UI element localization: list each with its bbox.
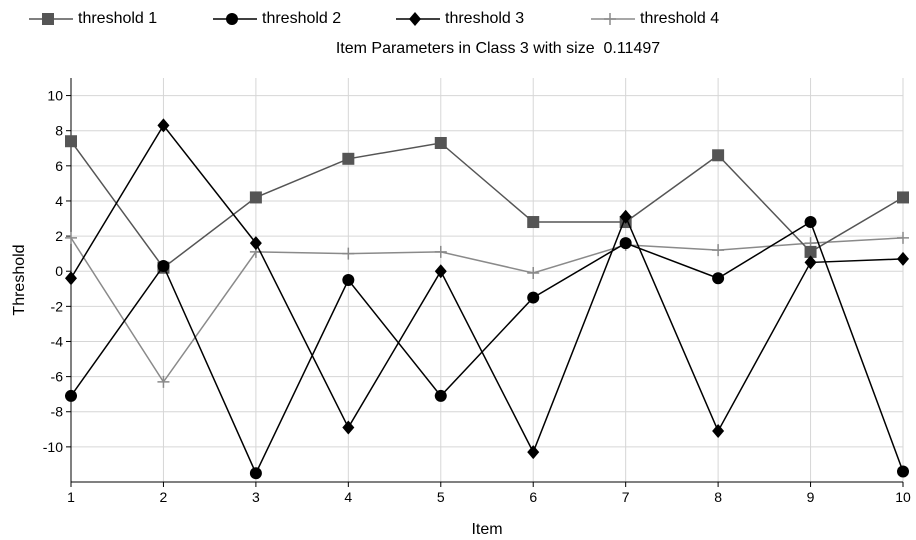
legend-swatch bbox=[29, 13, 73, 25]
y-tick-label: 6 bbox=[55, 158, 63, 174]
threshold-3-point bbox=[804, 255, 817, 270]
threshold-1-point bbox=[712, 149, 725, 162]
threshold-1-point bbox=[434, 136, 447, 149]
legend-label: threshold 3 bbox=[445, 10, 525, 27]
legend-item: threshold 1 bbox=[28, 6, 157, 32]
threshold-2-point bbox=[65, 389, 77, 402]
threshold-3-point bbox=[619, 209, 632, 224]
x-tick-label: 10 bbox=[895, 489, 911, 505]
threshold-4-point bbox=[712, 244, 725, 257]
legend-label: threshold 1 bbox=[78, 10, 158, 27]
threshold-3-point bbox=[897, 251, 909, 266]
threshold-4-point bbox=[157, 375, 170, 388]
threshold-2-point bbox=[619, 237, 632, 250]
x-axis-title: Item bbox=[471, 521, 502, 538]
threshold-2-point bbox=[249, 467, 262, 480]
legend: threshold 1 threshold 2 threshold 3 thresho… bbox=[0, 0, 916, 36]
threshold-3-point bbox=[434, 264, 447, 279]
threshold-2-point bbox=[897, 465, 909, 478]
threshold-2-line bbox=[70, 220, 904, 476]
x-tick-label: 7 bbox=[622, 489, 630, 505]
threshold-1-point bbox=[804, 245, 817, 258]
x-tick-label: 6 bbox=[529, 489, 537, 505]
threshold-3-point bbox=[712, 424, 725, 439]
threshold-2-point bbox=[342, 274, 355, 286]
threshold-2-point bbox=[804, 216, 817, 229]
threshold-2-point bbox=[434, 389, 447, 402]
x-tick-label: 1 bbox=[67, 489, 75, 505]
y-tick-label: 0 bbox=[55, 263, 63, 279]
threshold-3-point bbox=[157, 118, 170, 133]
y-tick-label: 10 bbox=[47, 88, 63, 104]
threshold-1-point bbox=[342, 152, 355, 165]
y-tick-label: 4 bbox=[55, 193, 63, 209]
threshold-2-point bbox=[527, 291, 540, 304]
threshold-1-line bbox=[70, 140, 904, 269]
legend-swatch bbox=[591, 13, 635, 25]
legend-marker bbox=[226, 13, 238, 25]
legend-swatch bbox=[213, 13, 257, 25]
threshold-2-point bbox=[712, 272, 725, 285]
y-tick-label: -2 bbox=[51, 298, 64, 314]
legend-label: threshold 4 bbox=[640, 10, 720, 27]
x-tick-label: 2 bbox=[160, 489, 168, 505]
threshold-3-point bbox=[249, 236, 262, 251]
x-tick-label: 9 bbox=[807, 489, 815, 505]
x-tick-label: 5 bbox=[437, 489, 445, 505]
threshold-3-point bbox=[65, 271, 77, 286]
threshold-4-point bbox=[434, 245, 447, 258]
legend-swatch bbox=[396, 12, 440, 26]
y-tick-label: -4 bbox=[51, 333, 64, 349]
threshold-1-point bbox=[65, 135, 77, 148]
legend-item: threshold 4 bbox=[590, 6, 719, 32]
threshold-3-point bbox=[527, 445, 540, 460]
legend-label: threshold 2 bbox=[262, 10, 342, 27]
x-tick-label: 4 bbox=[344, 489, 352, 505]
threshold-4-point bbox=[342, 247, 355, 260]
chart-title: Item Parameters in Class 3 with size 0.1… bbox=[335, 40, 661, 57]
threshold-2-point bbox=[157, 259, 170, 272]
x-tick-label: 3 bbox=[252, 489, 260, 505]
y-tick-label: 8 bbox=[55, 123, 63, 139]
legend-item: threshold 2 bbox=[212, 6, 341, 32]
legend-marker bbox=[409, 12, 421, 26]
threshold-4-point bbox=[897, 231, 909, 244]
legend-marker bbox=[42, 13, 54, 25]
x-tick-label: 8 bbox=[714, 489, 722, 505]
legend-item: threshold 3 bbox=[395, 6, 524, 32]
threshold-3-point bbox=[342, 420, 355, 435]
legend-marker bbox=[604, 13, 616, 25]
y-tick-label: 2 bbox=[55, 228, 63, 244]
threshold-3-line bbox=[70, 124, 904, 454]
threshold-1-point bbox=[897, 191, 909, 204]
threshold-4-point bbox=[65, 231, 77, 244]
threshold-1-point bbox=[527, 216, 540, 229]
y-axis-title: Threshold bbox=[11, 244, 28, 315]
y-tick-label: -10 bbox=[43, 439, 63, 455]
threshold-1-point bbox=[249, 191, 262, 204]
y-tick-label: -6 bbox=[51, 369, 64, 385]
y-tick-label: -8 bbox=[51, 404, 64, 420]
threshold-4-point bbox=[527, 266, 540, 279]
threshold-4-line bbox=[70, 237, 904, 384]
